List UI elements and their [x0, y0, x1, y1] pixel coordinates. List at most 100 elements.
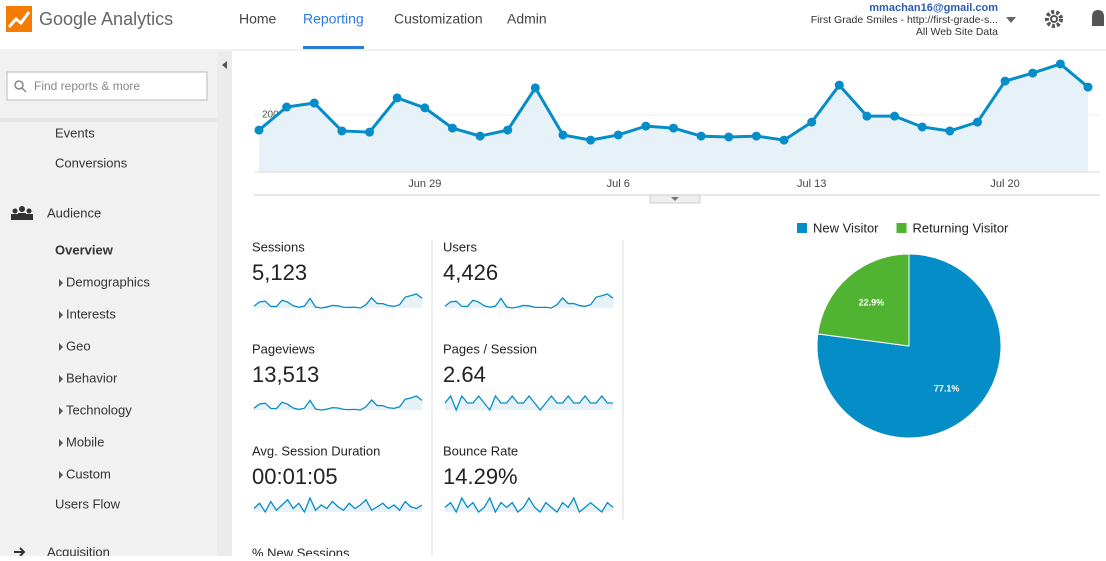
metric-label[interactable]: Users	[443, 239, 477, 254]
point[interactable]	[1000, 76, 1010, 86]
logo-text[interactable]: Google Analytics	[39, 9, 173, 29]
metric-label[interactable]: Pageviews	[252, 341, 315, 356]
point[interactable]	[530, 83, 540, 93]
point[interactable]	[862, 111, 872, 121]
legend-label[interactable]: Returning Visitor	[913, 220, 1010, 235]
sidebar-item[interactable]: Demographics	[66, 274, 150, 289]
sidebar-item-active[interactable]: Overview	[55, 242, 114, 257]
nav-link[interactable]: Customization	[394, 11, 483, 27]
expand-arrow[interactable]	[59, 311, 63, 319]
nav-link[interactable]: Home	[239, 11, 277, 27]
point[interactable]	[447, 123, 457, 133]
point[interactable]	[1055, 59, 1065, 69]
account-view[interactable]: All Web Site Data	[916, 26, 998, 38]
point[interactable]	[945, 126, 955, 136]
metric-value: 13,513	[252, 362, 319, 387]
sidebar-item[interactable]: Technology	[66, 402, 132, 417]
metric-value: 5,123	[252, 260, 307, 285]
expand-arrow[interactable]	[59, 279, 63, 287]
sidebar-section[interactable]: Audience	[47, 205, 101, 220]
expand-arrow[interactable]	[59, 343, 63, 351]
point[interactable]	[586, 135, 596, 145]
sidebar-collapse[interactable]	[217, 51, 232, 556]
sparkline-area	[445, 294, 613, 308]
sparkline	[253, 395, 423, 411]
sparkline	[253, 496, 423, 514]
point[interactable]	[779, 135, 789, 145]
point[interactable]	[834, 80, 844, 90]
sidebar-item[interactable]: Geo	[66, 338, 91, 353]
x-tick-label: Jun 29	[408, 178, 441, 190]
point[interactable]	[751, 131, 761, 141]
notifications-icon[interactable]	[1092, 10, 1104, 26]
account-email[interactable]: mmachan16@gmail.com	[869, 2, 998, 14]
sidebar-item[interactable]: Interests	[66, 306, 116, 321]
sidebar-item[interactable]: Users Flow	[55, 496, 121, 511]
point[interactable]	[613, 130, 623, 140]
acquisition-icon	[14, 547, 26, 557]
legend-label[interactable]: New Visitor	[813, 220, 879, 235]
y-tick-label: 200	[262, 110, 279, 121]
nav-link-active[interactable]: Reporting	[303, 11, 364, 27]
expand-arrow[interactable]	[59, 439, 63, 447]
sidebar-divider	[0, 118, 217, 122]
expand-arrow[interactable]	[59, 471, 63, 479]
sidebar-item[interactable]: Custom	[66, 466, 111, 481]
sparkline-area	[445, 498, 613, 512]
search-box[interactable]	[6, 71, 208, 101]
point[interactable]	[503, 125, 513, 135]
sidebar	[0, 51, 232, 556]
sparkline-area	[254, 498, 422, 512]
sidebar-item[interactable]: Events	[55, 125, 95, 140]
metric-label[interactable]: % New Sessions	[252, 545, 350, 560]
collapse-arrow[interactable]	[222, 61, 227, 69]
pie-slice[interactable]	[817, 253, 910, 347]
point[interactable]	[475, 131, 485, 141]
search-placeholder[interactable]: Find reports & more	[34, 79, 140, 93]
point[interactable]	[807, 117, 817, 127]
sparkline-area	[254, 396, 422, 410]
sidebar-section[interactable]: Acquisition	[47, 544, 110, 559]
point[interactable]	[558, 130, 568, 140]
point[interactable]	[337, 126, 347, 136]
metric-label[interactable]: Pages / Session	[443, 341, 537, 356]
sidebar-item[interactable]: Conversions	[55, 155, 128, 170]
sparkline	[444, 293, 614, 309]
expand-arrow[interactable]	[59, 407, 63, 415]
metric-label[interactable]: Avg. Session Duration	[252, 443, 380, 458]
search-icon	[14, 80, 24, 90]
point[interactable]	[365, 127, 375, 137]
x-tick-label: Jul 6	[607, 178, 630, 190]
point[interactable]	[724, 132, 734, 142]
metric-label[interactable]: Sessions	[252, 239, 305, 254]
account-dropdown[interactable]	[1006, 17, 1016, 23]
metric-value: 4,426	[443, 260, 498, 285]
slice-label: 22.9%	[859, 297, 885, 307]
point[interactable]	[309, 98, 319, 108]
point[interactable]	[890, 111, 900, 121]
sidebar-item[interactable]: Mobile	[66, 434, 104, 449]
expand-arrow[interactable]	[59, 375, 63, 383]
metric-label[interactable]: Bounce Rate	[443, 443, 518, 458]
logo-icon	[6, 6, 32, 32]
slice-label: 77.1%	[934, 383, 960, 393]
nav-link[interactable]: Admin	[507, 11, 547, 27]
toggle-arrow[interactable]	[671, 197, 679, 201]
point[interactable]	[1028, 68, 1038, 78]
point[interactable]	[972, 117, 982, 127]
area	[259, 63, 1088, 172]
point[interactable]	[1083, 82, 1093, 92]
point[interactable]	[696, 131, 706, 141]
point[interactable]	[917, 122, 927, 132]
settings-icon[interactable]	[1045, 10, 1063, 28]
point[interactable]	[641, 121, 651, 131]
point[interactable]	[282, 102, 292, 112]
point[interactable]	[420, 103, 430, 113]
point[interactable]	[392, 93, 402, 103]
point[interactable]	[669, 123, 678, 133]
sidebar-item[interactable]: Behavior	[66, 370, 118, 385]
account-property[interactable]: First Grade Smiles - http://first-grade-…	[811, 14, 998, 26]
point[interactable]	[254, 125, 264, 135]
